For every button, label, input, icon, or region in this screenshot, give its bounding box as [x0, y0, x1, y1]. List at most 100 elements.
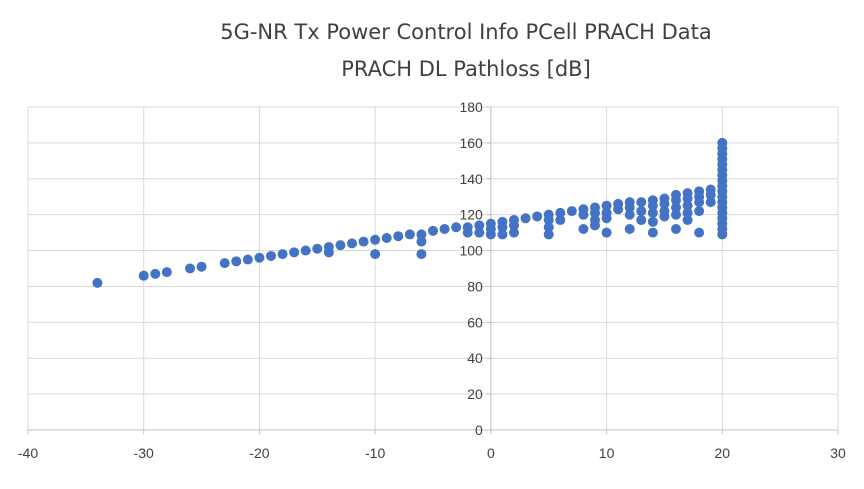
data-point	[682, 200, 693, 211]
data-point	[647, 207, 658, 218]
data-point	[370, 234, 381, 245]
data-point	[659, 211, 670, 222]
data-point	[671, 224, 681, 235]
data-point	[266, 250, 276, 261]
data-point	[254, 252, 265, 263]
data-point	[555, 207, 566, 218]
data-point	[543, 229, 554, 240]
data-point	[150, 268, 161, 279]
data-point	[647, 216, 658, 227]
data-point	[590, 207, 600, 218]
data-point	[138, 270, 149, 281]
data-point	[671, 209, 681, 220]
data-point	[636, 197, 647, 208]
tick-labels: 0 20 40 60 80 100 120 140 160 180 -40 -30 -20 -10 0 10 2…	[18, 99, 846, 461]
data-point	[601, 227, 612, 238]
y-tick-label: 0	[475, 422, 483, 438]
data-point	[92, 277, 103, 288]
data-point	[439, 224, 450, 235]
chart-title: 5G-NR Tx Power Control Info PCell PRACH …	[220, 20, 712, 44]
data-point	[624, 209, 635, 220]
x-tick-label: 0	[487, 445, 495, 461]
data-point	[428, 225, 438, 236]
data-point	[532, 211, 543, 222]
data-point	[231, 256, 242, 267]
data-point	[358, 236, 369, 247]
data-point	[659, 198, 670, 209]
data-point	[404, 229, 415, 240]
y-tick-label: 20	[467, 386, 483, 402]
data-point	[647, 200, 658, 211]
data-point	[485, 229, 496, 240]
data-point	[682, 207, 693, 218]
data-point	[335, 240, 346, 251]
x-tick-label: -20	[249, 445, 269, 461]
data-point	[277, 249, 288, 260]
data-point	[323, 247, 334, 258]
y-tick-label: 140	[459, 171, 483, 187]
data-point	[694, 206, 705, 217]
data-point	[185, 263, 195, 274]
data-point	[705, 189, 716, 200]
data-point	[601, 213, 612, 224]
data-point	[509, 220, 519, 231]
data-point	[647, 227, 658, 238]
data-point	[393, 231, 404, 242]
y-tick-label: 120	[459, 207, 483, 223]
x-tick-label: -10	[365, 445, 385, 461]
data-point	[370, 249, 381, 260]
data-point	[694, 197, 705, 208]
data-point	[705, 197, 716, 208]
data-point	[196, 261, 207, 272]
data-point	[671, 195, 681, 206]
y-tick-label: 160	[459, 135, 483, 151]
data-point	[462, 227, 473, 238]
data-point	[497, 229, 508, 240]
data-point	[416, 229, 427, 240]
y-tick-label: 180	[459, 99, 483, 115]
x-tick-label: 20	[714, 445, 730, 461]
data-point	[636, 206, 647, 217]
data-point	[578, 209, 589, 220]
data-point	[682, 215, 693, 226]
y-tick-label: 40	[467, 350, 483, 366]
data-point	[590, 220, 600, 231]
y-tick-label: 80	[467, 278, 483, 294]
data-point	[717, 229, 728, 240]
x-tick-label: 30	[830, 445, 846, 461]
data-point	[451, 222, 462, 233]
data-point	[497, 222, 508, 233]
data-point	[624, 202, 635, 213]
data-point	[474, 220, 485, 231]
x-tick-label: 10	[599, 445, 615, 461]
data-point	[381, 232, 392, 243]
axes	[27, 106, 839, 434]
y-tick-label: 60	[467, 314, 483, 330]
x-tick-label: -30	[134, 445, 154, 461]
data-point	[566, 206, 577, 217]
data-point	[671, 202, 681, 213]
data-point	[416, 236, 427, 247]
data-point	[543, 215, 554, 226]
data-point	[694, 227, 705, 238]
data-point	[601, 200, 612, 211]
data-point	[219, 258, 230, 269]
data-point	[636, 215, 647, 226]
data-point	[300, 245, 311, 256]
data-point	[555, 215, 566, 226]
data-point	[543, 222, 554, 233]
y-tick-label: 100	[459, 243, 483, 259]
data-point	[416, 249, 427, 260]
data-point	[347, 238, 357, 249]
data-point	[312, 243, 323, 254]
data-point	[161, 267, 172, 278]
data-point	[289, 247, 300, 258]
data-point	[613, 204, 624, 215]
data-point	[242, 254, 253, 265]
chart-subtitle: PRACH DL Pathloss [dB]	[341, 57, 591, 81]
data-point	[578, 224, 589, 235]
data-point	[682, 193, 693, 204]
data-point	[474, 227, 485, 238]
